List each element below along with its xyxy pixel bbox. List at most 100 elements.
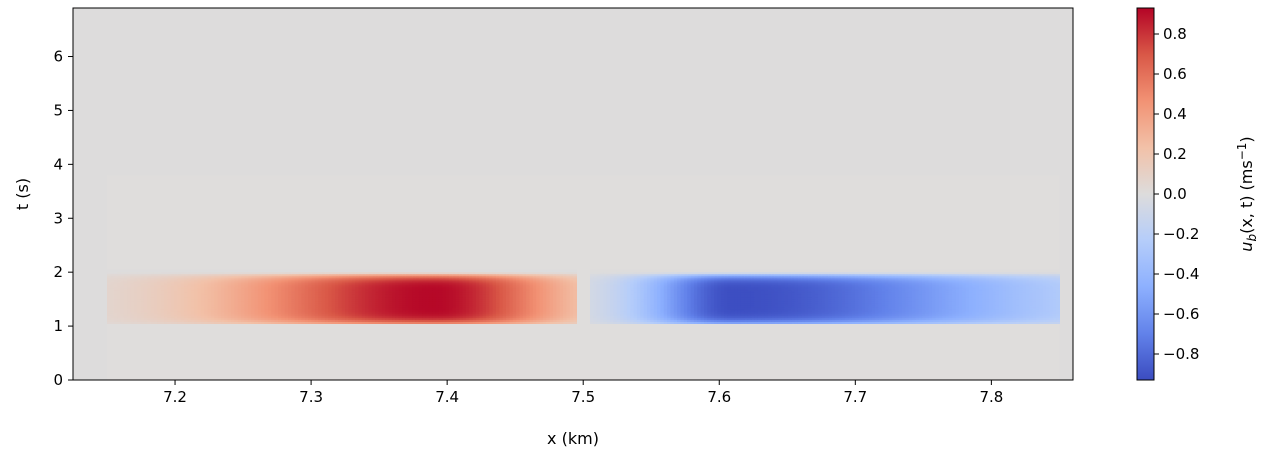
heatmap-cell [335,313,339,316]
heatmap-cell [566,294,571,298]
heatmap-cell [267,290,272,293]
heatmap-cell [345,283,350,287]
heatmap-cell [653,315,658,318]
heatmap-cell [210,273,215,277]
heatmap-cell [341,315,346,318]
heatmap-cell [821,317,826,320]
heatmap-cell [177,290,182,293]
heatmap-cell [133,283,138,287]
heatmap-cell [462,281,467,285]
heatmap-cell [284,290,289,293]
heatmap-cell [727,308,732,312]
heatmap-cell [479,315,484,318]
heatmap-cell [918,313,923,316]
heatmap-cell [844,319,849,322]
heatmap-cell [197,294,202,298]
heatmap-cell [818,304,822,308]
heatmap-cell [633,310,638,314]
heatmap-cell [234,279,239,283]
heatmap-cell [978,315,983,318]
heatmap-cell [187,273,192,277]
heatmap-cell [140,273,145,277]
heatmap-cell [392,294,396,298]
heatmap-cell [693,306,698,310]
heatmap-cell [120,290,125,293]
heatmap-cell [157,281,162,285]
heatmap-cell [469,269,474,273]
heatmap-cell [522,294,527,298]
heatmap-cell [522,292,527,295]
heatmap-cell [885,321,889,324]
heatmap-cell [311,304,316,308]
heatmap-cell [130,308,135,312]
heatmap-cell [200,317,205,320]
heatmap-cell [710,308,715,312]
heatmap-cell [475,319,480,322]
heatmap-cell [207,281,212,285]
heatmap-cell [536,269,541,273]
heatmap-cell [231,283,236,287]
heatmap-cell [814,321,819,324]
heatmap-cell [365,288,370,291]
heatmap-cell [164,292,168,295]
heatmap-cell [321,319,326,322]
heatmap-cell [358,294,363,298]
heatmap-cell [328,288,333,291]
heatmap-cell [435,308,440,312]
heatmap-cell [345,304,350,308]
heatmap-cell [559,315,564,318]
heatmap-cell [663,315,668,318]
heatmap-cell [110,292,115,295]
heatmap-cell [147,275,152,279]
heatmap-cell [174,286,179,289]
heatmap-cell [358,271,363,275]
heatmap-cell [573,275,577,279]
heatmap-cell [442,294,447,298]
heatmap-cell [895,317,900,320]
heatmap-cell [737,310,742,314]
heatmap-cell [945,321,950,324]
heatmap-cell [660,317,665,320]
heatmap-cell [338,315,343,318]
heatmap-cell [123,288,128,291]
heatmap-cell [415,302,420,306]
heatmap-cell [251,319,256,322]
heatmap-cell [110,302,115,306]
heatmap-cell [559,275,564,279]
heatmap-cell [351,283,356,287]
heatmap-cell [402,281,407,285]
heatmap-cell [291,302,296,306]
heatmap-cell [864,306,869,310]
heatmap-cell [190,310,195,314]
heatmap-cell [408,275,413,279]
heatmap-cell [428,302,433,306]
heatmap-cell [891,302,896,306]
heatmap-cell [288,277,293,281]
heatmap-cell [559,273,564,277]
heatmap-cell [278,319,282,322]
heatmap-cell [381,281,386,285]
heatmap-cell [505,273,510,277]
heatmap-cell [992,321,997,324]
heatmap-cell [251,317,256,320]
heatmap-cell [667,306,672,310]
heatmap-cell [449,298,453,302]
heatmap-cell [495,275,500,279]
heatmap-cell [794,310,799,314]
heatmap-cell [546,281,551,285]
heatmap-cell [881,321,886,324]
heatmap-cell [459,288,463,291]
heatmap-cell [1039,321,1044,324]
heatmap-cell [143,292,148,295]
heatmap-cell [710,302,715,306]
heatmap-cell [495,294,500,298]
heatmap-cell [107,275,111,279]
heatmap-cell [331,315,336,318]
heatmap-cell [499,321,504,324]
heatmap-cell [298,302,303,306]
heatmap-cell [197,273,202,277]
heatmap-cell [271,279,276,283]
heatmap-cell [214,283,219,287]
heatmap-cell [878,310,883,314]
heatmap-cell [1042,306,1047,310]
